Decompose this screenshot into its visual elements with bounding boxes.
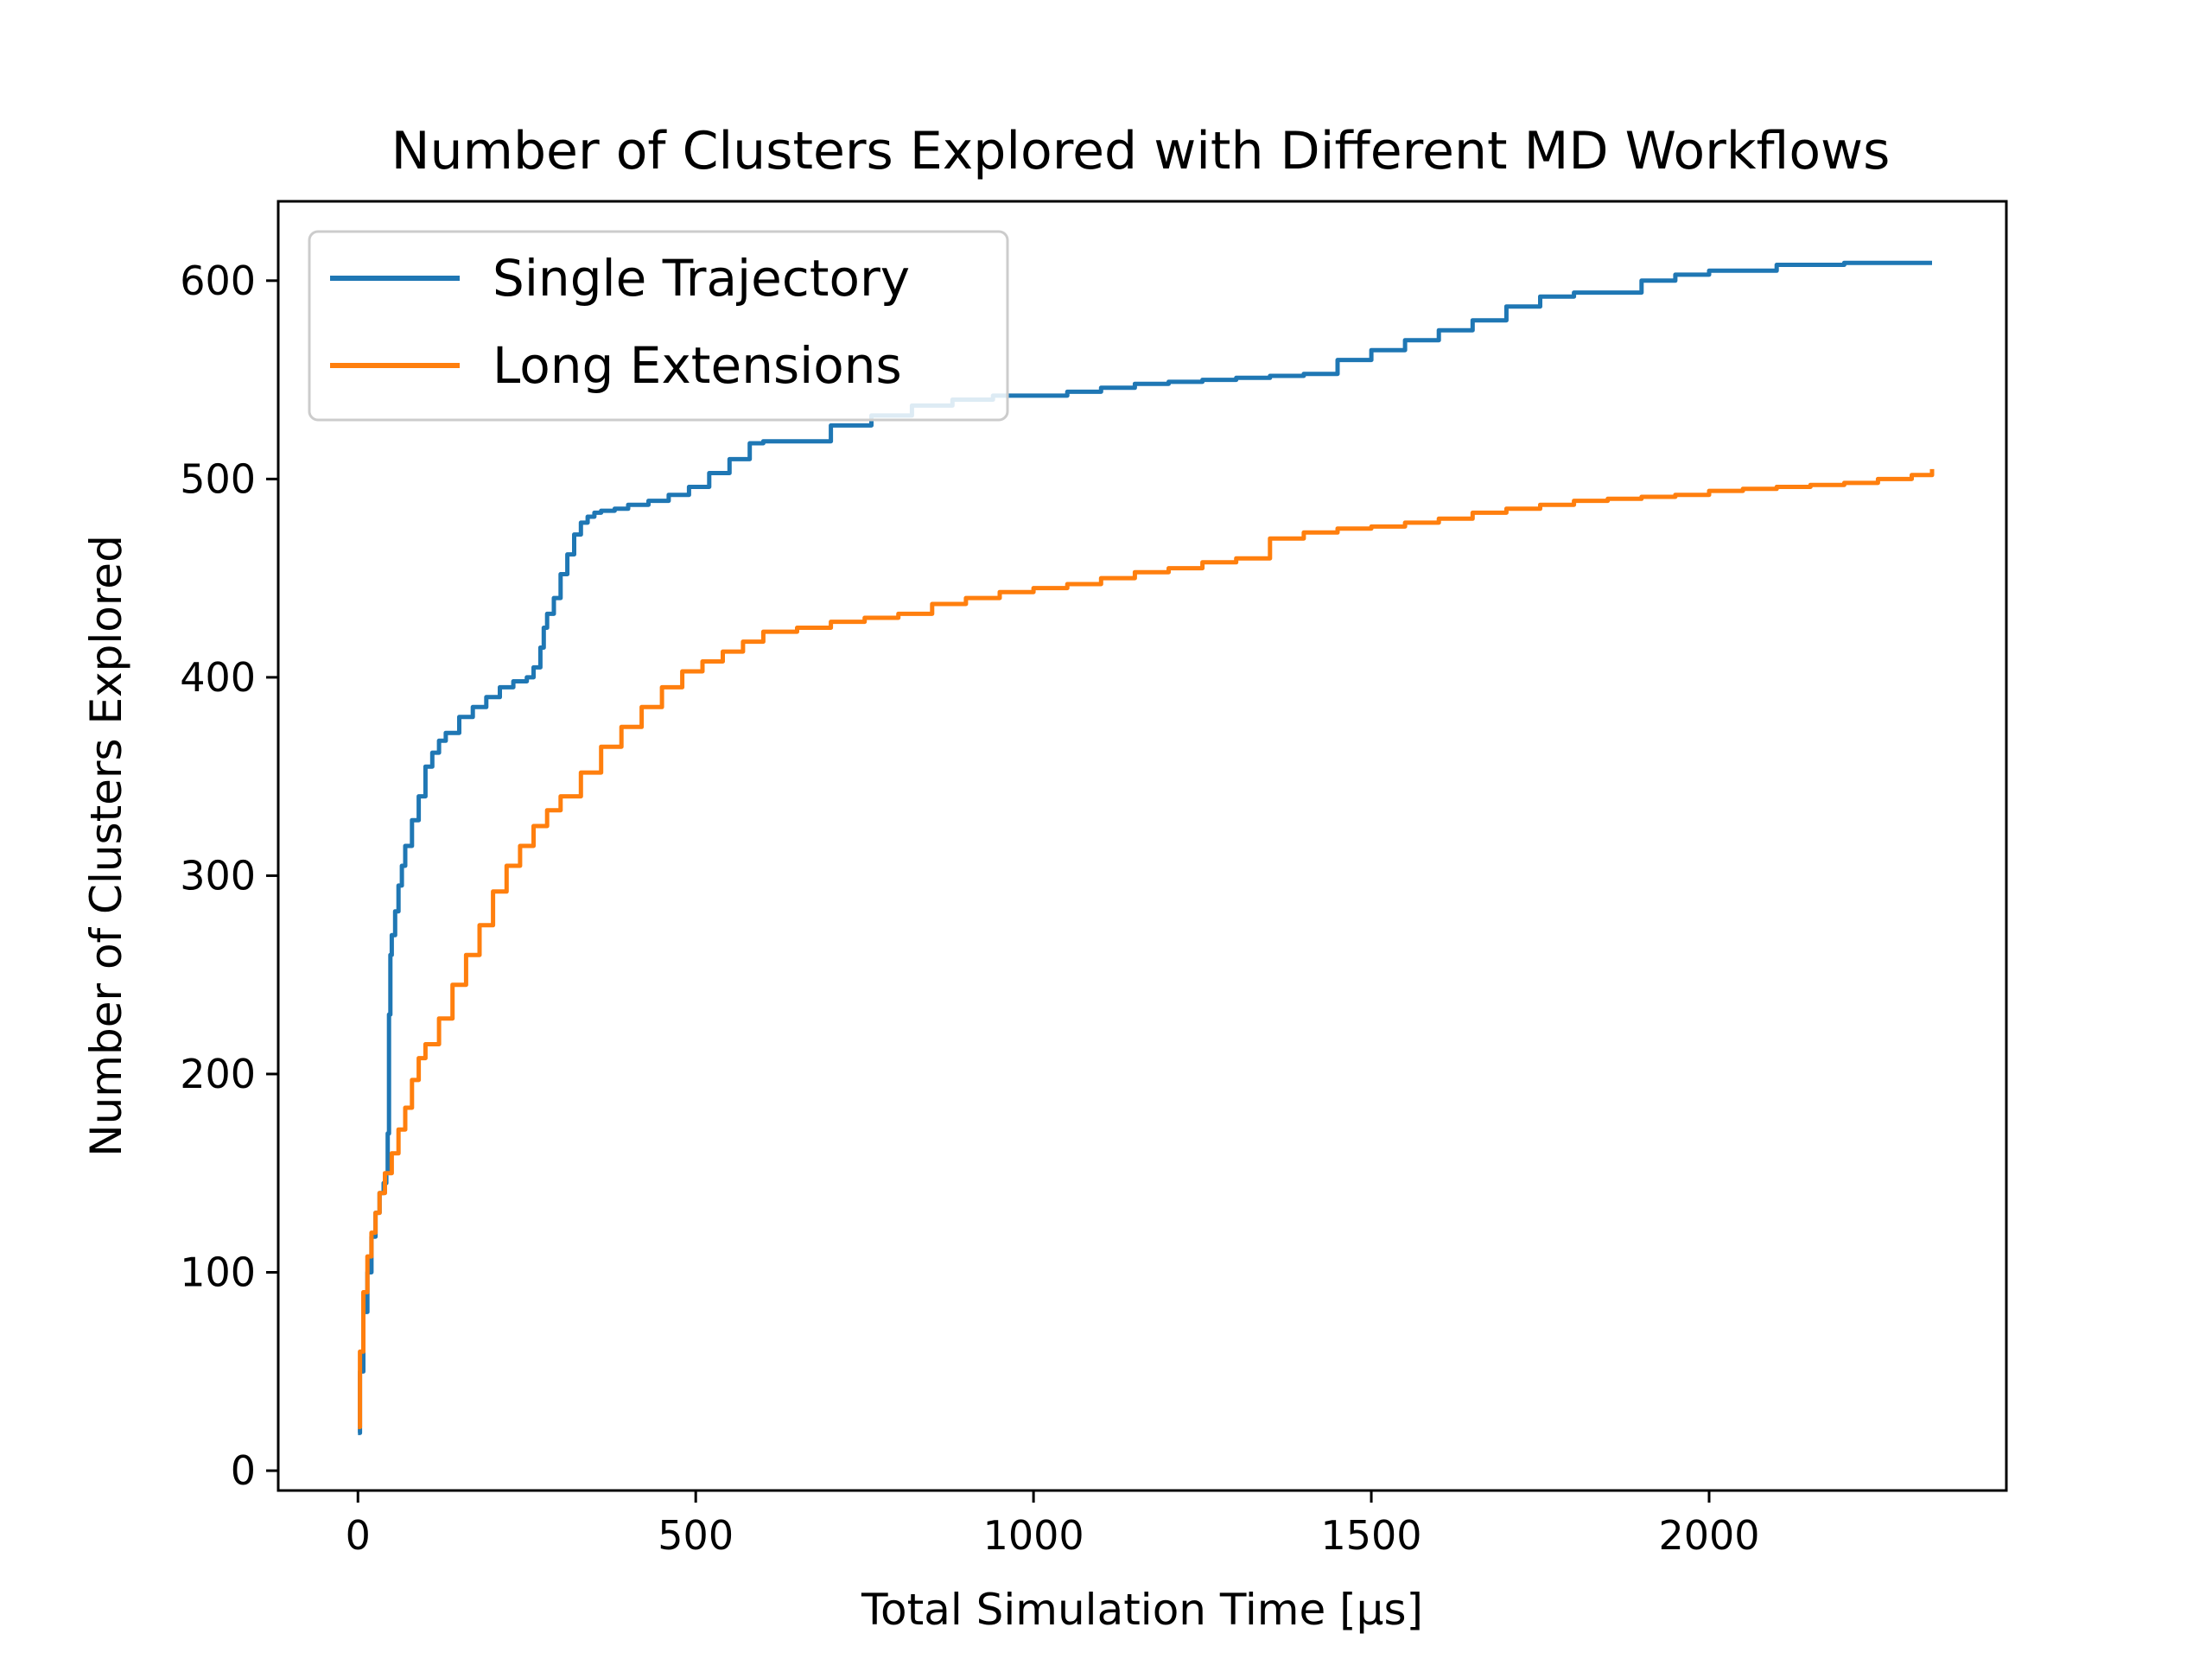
y-tick-label: 300 [180, 852, 256, 899]
y-tick-label: 500 [180, 455, 256, 502]
y-axis-ticks: 0 100 200 300 400 500 600 [180, 257, 278, 1494]
legend-label-single-trajectory: Single Trajectory [493, 249, 910, 308]
y-tick-label: 400 [180, 654, 256, 701]
y-tick-label: 200 [180, 1051, 256, 1097]
series-layer [358, 260, 1935, 1435]
series-line-long-extensions [358, 468, 1935, 1429]
y-axis-label: Number of Clusters Explored [81, 535, 131, 1157]
plot-frame [276, 200, 2008, 1492]
legend: Single Trajectory Long Extensions [308, 230, 1009, 422]
x-axis-ticks: 0 500 1000 1500 2000 [346, 1491, 1760, 1559]
legend-box [308, 230, 1009, 422]
x-tick-label: 2000 [1658, 1512, 1759, 1559]
y-tick-label: 0 [231, 1447, 256, 1494]
x-tick-label: 0 [346, 1512, 371, 1559]
y-tick-label: 600 [180, 257, 256, 304]
x-tick-label: 1000 [983, 1512, 1084, 1559]
chart-title: Number of Clusters Explored with Differe… [391, 121, 1891, 181]
y-tick-label: 100 [180, 1249, 256, 1296]
legend-label-long-extensions: Long Extensions [493, 336, 902, 395]
x-tick-label: 500 [658, 1512, 734, 1559]
x-axis-label: Total Simulation Time [μs] [861, 1585, 1423, 1635]
series-line-single-trajectory [358, 260, 1932, 1435]
x-tick-label: 1500 [1321, 1512, 1422, 1559]
